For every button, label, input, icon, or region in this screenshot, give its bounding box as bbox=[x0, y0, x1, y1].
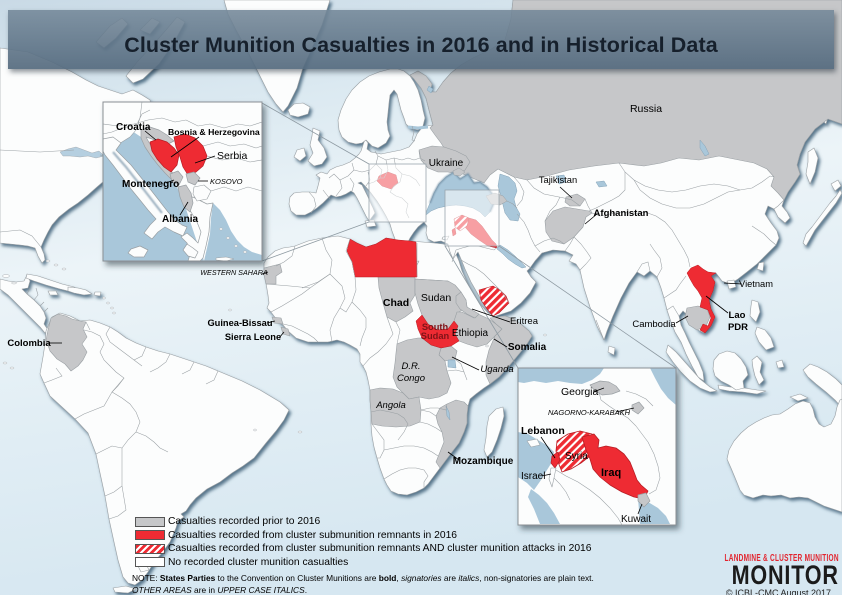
svg-text:Guinea-Bissau: Guinea-Bissau bbox=[207, 318, 272, 328]
svg-text:Lao: Lao bbox=[729, 310, 746, 321]
svg-text:Afghanistan: Afghanistan bbox=[594, 208, 649, 219]
svg-text:South: South bbox=[422, 322, 449, 332]
svg-text:Georgia: Georgia bbox=[561, 386, 599, 398]
svg-text:Mozambique: Mozambique bbox=[453, 456, 514, 467]
svg-text:Vietnam: Vietnam bbox=[739, 279, 773, 289]
svg-text:Colombia: Colombia bbox=[7, 338, 51, 349]
svg-text:Eritrea: Eritrea bbox=[510, 316, 539, 327]
svg-text:Chad: Chad bbox=[383, 297, 409, 309]
svg-text:Sierra Leone: Sierra Leone bbox=[225, 332, 281, 342]
svg-text:PDR: PDR bbox=[728, 322, 748, 333]
svg-text:Tajikistan: Tajikistan bbox=[539, 175, 577, 185]
svg-text:Cambodia: Cambodia bbox=[632, 319, 676, 330]
svg-text:Uganda: Uganda bbox=[480, 364, 513, 375]
svg-text:Somalia: Somalia bbox=[508, 342, 547, 353]
svg-text:Montenegro: Montenegro bbox=[122, 179, 179, 190]
svg-text:Congo: Congo bbox=[397, 373, 425, 384]
svg-text:Kuwait: Kuwait bbox=[621, 514, 651, 525]
svg-text:Ukraine: Ukraine bbox=[429, 158, 464, 169]
svg-text:Russia: Russia bbox=[630, 103, 662, 115]
svg-text:Iraq: Iraq bbox=[601, 467, 621, 479]
svg-text:Ethiopia: Ethiopia bbox=[452, 328, 489, 339]
svg-text:Israel: Israel bbox=[521, 471, 545, 482]
svg-text:Bosnia & Herzegovina: Bosnia & Herzegovina bbox=[168, 127, 260, 137]
svg-text:KOSOVO: KOSOVO bbox=[210, 177, 243, 186]
svg-text:WESTERN SAHARA: WESTERN SAHARA bbox=[200, 268, 268, 277]
svg-text:Lebanon: Lebanon bbox=[521, 425, 565, 437]
svg-text:Croatia: Croatia bbox=[116, 122, 151, 133]
svg-text:Albania: Albania bbox=[162, 214, 199, 225]
svg-text:Sudan: Sudan bbox=[421, 331, 450, 341]
svg-text:Serbia: Serbia bbox=[217, 150, 248, 162]
svg-text:Syria: Syria bbox=[565, 451, 588, 462]
svg-text:NAGORNO-KARABAKH: NAGORNO-KARABAKH bbox=[548, 408, 631, 417]
svg-text:Sudan: Sudan bbox=[421, 292, 452, 304]
svg-text:D.R.: D.R. bbox=[402, 361, 421, 372]
svg-text:Angola: Angola bbox=[375, 400, 406, 411]
